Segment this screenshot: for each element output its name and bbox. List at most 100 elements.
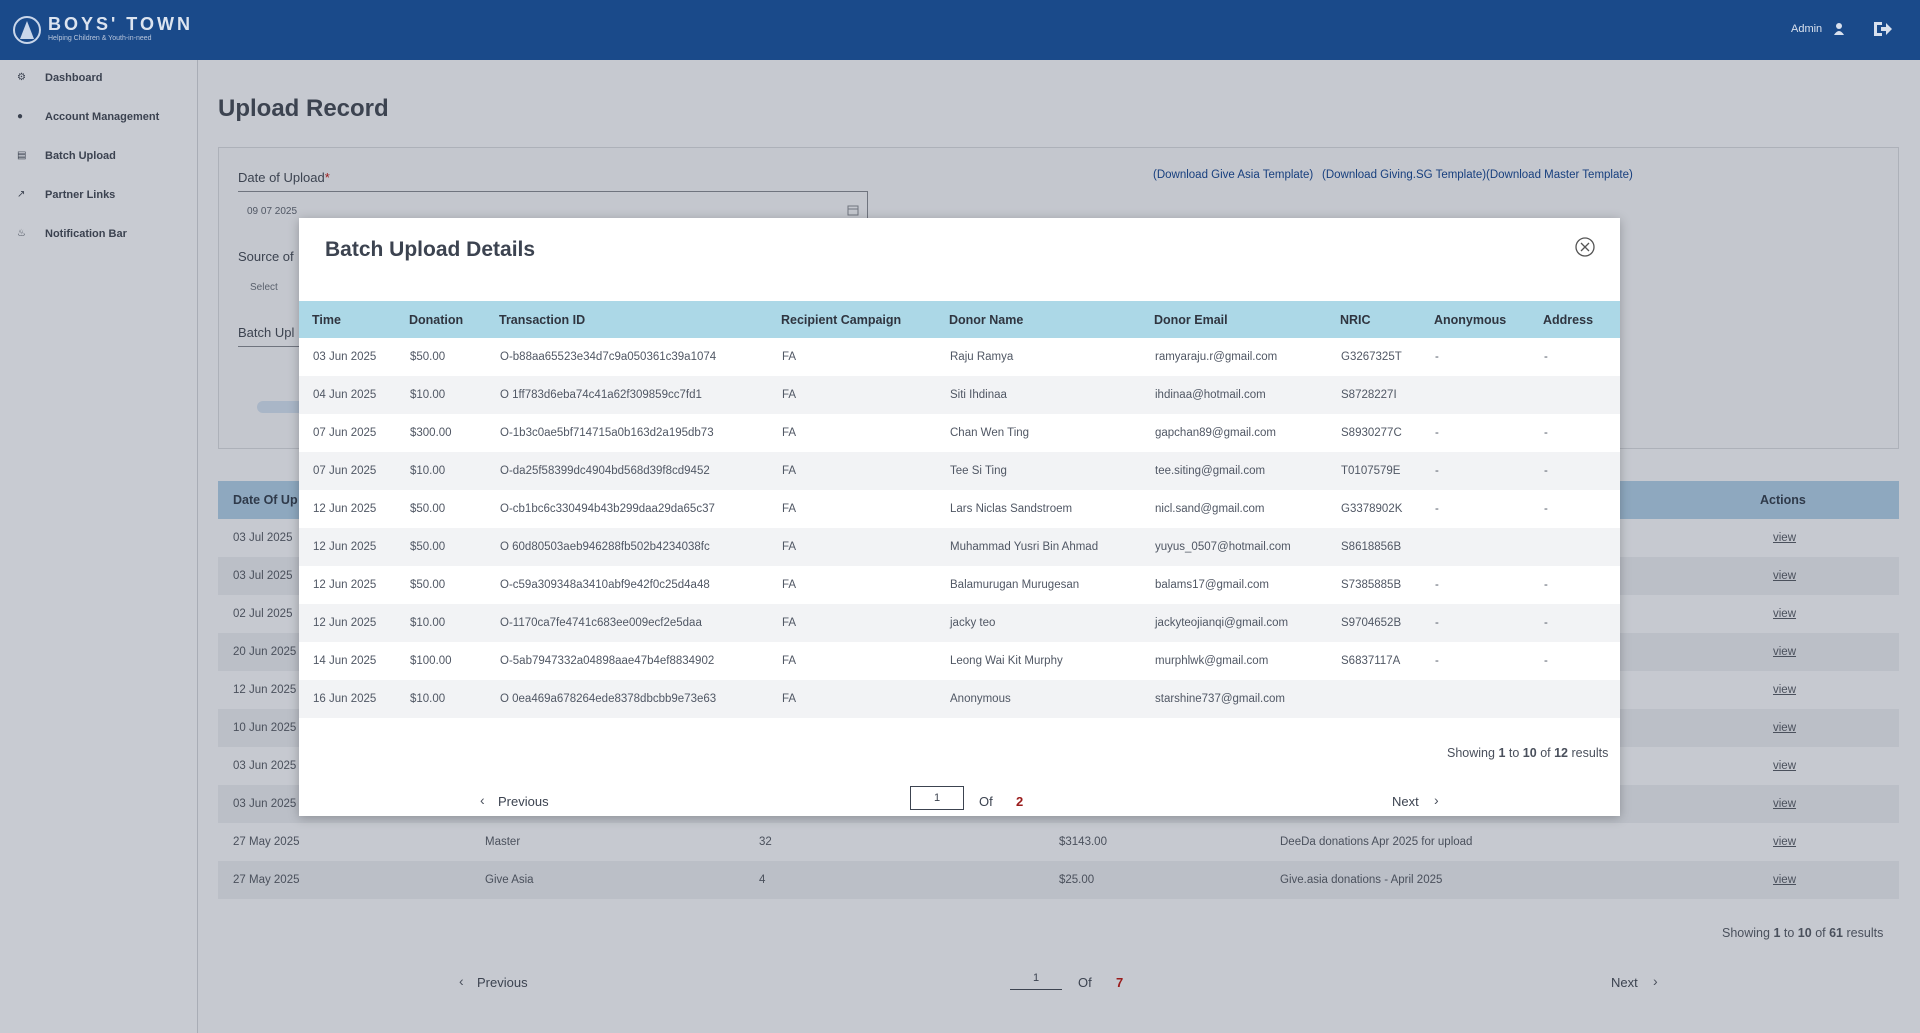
summary-part: to [1508,746,1520,760]
view-link[interactable]: view [1773,722,1797,734]
view-link[interactable]: view [1773,874,1797,886]
table-cell: Anonymous [950,693,1011,705]
table-cell: FA [782,617,797,629]
nav-item[interactable]: Dashboard [45,72,103,84]
column-header: Recipient Campaign [781,313,902,327]
file-input[interactable] [238,346,318,347]
page-input[interactable]: 1 [910,786,964,810]
table-cell: $25.00 [1059,874,1095,886]
view-link[interactable]: view [1773,570,1797,582]
next-button[interactable]: Next [1392,794,1419,809]
next-arrow[interactable]: › [1653,973,1658,989]
nav-item[interactable]: Notification Bar [45,228,127,240]
logout-icon[interactable] [1872,19,1894,39]
table-cell: O-c59a309348a3410abf9e42f0c25d4a48 [500,579,710,591]
summary-part: results [1571,746,1609,760]
nav-icon: ♨ [17,228,26,239]
results-summary: Showing 1 to 10 of 61 results [1722,926,1883,940]
user-name[interactable]: Admin [1791,23,1823,35]
table-cell: Master [485,836,521,848]
table-cell: 10 Jun 2025 [233,722,297,734]
table-cell: - [1435,351,1439,363]
nav-item[interactable]: Partner Links [45,189,116,201]
table-cell: jackyteojianqi@gmail.com [1155,617,1289,629]
table-cell: starshine737@gmail.com [1155,693,1285,705]
table-cell: G3378902K [1341,503,1403,515]
table-cell: FA [782,693,797,705]
view-link[interactable]: view [1773,836,1797,848]
table-cell: balams17@gmail.com [1155,579,1269,591]
table-row: 12 Jun 2025 $50.00 O-c59a309348a3410abf9e4… [299,566,1620,604]
table-cell: 14 Jun 2025 [313,655,377,667]
table-cell: - [1435,427,1439,439]
table-cell: FA [782,503,797,515]
view-link[interactable]: view [1773,760,1797,772]
table-cell: - [1435,579,1439,591]
view-link[interactable]: view [1773,532,1797,544]
table-cell: DeeDa donations Apr 2025 for upload [1280,836,1473,848]
table-cell: - [1435,503,1439,515]
summary-part: of [1540,746,1551,760]
summary-part: results [1846,926,1884,940]
table-cell: $3143.00 [1059,836,1107,848]
required-mark: * [324,170,330,185]
table-row: 27 May 2025 Master 32 $3143.00 DeeDa donatio… [218,823,1899,861]
next-arrow[interactable]: › [1434,792,1439,808]
previous-arrow[interactable]: ‹ [459,973,464,989]
table-cell: 03 Jun 2025 [233,760,297,772]
previous-button[interactable]: Previous [498,794,549,809]
table-cell: S9704652B [1341,617,1402,629]
nav-icon: ▤ [17,150,27,161]
table-cell: ramyaraju.r@gmail.com [1155,351,1278,363]
table-row: 12 Jun 2025 $50.00 O 60d80503aeb946288fb50… [299,528,1620,566]
summary-part: of [1815,926,1826,940]
next-button[interactable]: Next [1611,975,1638,990]
table-cell: O 0ea469a678264ede8378dbcbb9e73e63 [500,693,717,705]
table-cell: 07 Jun 2025 [313,427,377,439]
table-cell: FA [782,541,797,553]
table-cell: Give Asia [485,874,534,886]
table-cell: 12 Jun 2025 [313,503,377,515]
page-count: 7 [1116,975,1124,990]
view-link[interactable]: view [1773,684,1797,696]
table-cell: 4 [759,874,766,886]
close-button[interactable] [1574,236,1596,258]
calendar-icon[interactable] [847,204,859,216]
template-link[interactable]: (Download Give Asia Template) [1153,169,1314,181]
summary-part: Showing [1722,926,1770,940]
date-input[interactable]: 09 07 2025 [238,191,868,230]
header-cell: Date Of Up [233,493,298,507]
table-cell: 27 May 2025 [233,874,300,886]
column-header: NRIC [1340,313,1371,327]
table-cell: Muhammad Yusri Bin Ahmad [950,541,1099,553]
template-link[interactable]: (Download Giving.SG Template) [1322,169,1487,181]
nav-item[interactable]: Batch Upload [45,150,116,162]
table-cell: 12 Jun 2025 [313,541,377,553]
table-cell: - [1435,465,1439,477]
table-cell: $50.00 [410,503,446,515]
table-cell: 03 Jul 2025 [233,532,293,544]
table-cell: 20 Jun 2025 [233,646,297,658]
view-link[interactable]: view [1773,646,1797,658]
view-link[interactable]: view [1773,798,1797,810]
nav-icon: ● [17,111,24,122]
column-header: Transaction ID [499,313,586,327]
table-cell: $10.00 [410,389,446,401]
table-cell: $100.00 [410,655,452,667]
source-select[interactable]: Select [250,282,278,293]
page-title: Upload Record [218,95,389,122]
table-cell: - [1544,579,1548,591]
table-cell: 03 Jul 2025 [233,570,293,582]
table-row: 14 Jun 2025 $100.00 O-5ab7947332a04898aae4… [299,642,1620,680]
previous-arrow[interactable]: ‹ [480,792,485,808]
nav-item[interactable]: Account Management [45,111,160,123]
table-cell: O-cb1bc6c330494b43b299daa29da65c37 [500,503,715,515]
view-link[interactable]: view [1773,608,1797,620]
template-link[interactable]: (Download Master Template) [1486,169,1633,181]
table-cell: - [1544,655,1548,667]
table-cell: Raju Ramya [950,351,1014,363]
previous-button[interactable]: Previous [477,975,528,990]
page-input[interactable]: 1 [1010,967,1062,990]
results-summary: Showing 1 to 10 of 12 results [1447,746,1608,760]
